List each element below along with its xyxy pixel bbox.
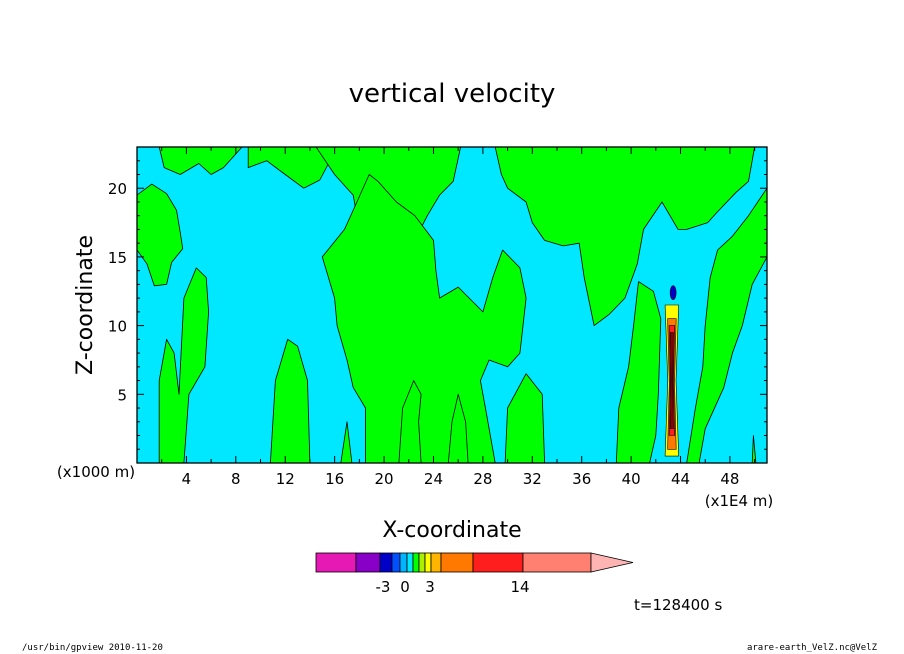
contour-region-13 <box>615 281 662 463</box>
contour-region-8 <box>321 174 527 463</box>
y-tick-label: 10 <box>108 318 127 336</box>
x-tick-label: 20 <box>375 470 394 488</box>
contour-region-10 <box>447 393 469 463</box>
x-tick-label: 36 <box>572 470 591 488</box>
contour-region-6 <box>340 421 353 463</box>
y-axis-label: Z-coordinate <box>73 235 98 375</box>
contour-region-2 <box>137 183 184 287</box>
colorbar-segment <box>440 552 474 573</box>
x-tick-label: 40 <box>622 470 641 488</box>
y-axis-ticks: 5 10 15 20 <box>108 160 767 450</box>
colorbar-segment <box>472 552 524 573</box>
contour-regions <box>137 147 767 463</box>
y-tick-label: 5 <box>117 386 127 404</box>
colorbar-extend-arrow <box>590 552 634 573</box>
contour-region-4 <box>158 267 210 463</box>
updraft-band-4 <box>669 332 674 430</box>
x-tick-label: 24 <box>424 470 443 488</box>
x-tick-label: 48 <box>720 470 739 488</box>
colorbar-segment <box>430 552 442 573</box>
colorbar-segment <box>412 552 420 573</box>
colorbar-tick-label: 14 <box>510 578 529 596</box>
x-tick-label: 8 <box>231 470 241 488</box>
updraft-core <box>664 285 680 457</box>
footer-left: /usr/bin/gpview 2010-11-20 <box>22 643 163 653</box>
colorbar-tick-label: -3 <box>376 578 391 596</box>
colorbar-segment <box>522 552 592 573</box>
downdraft-blob <box>669 285 677 300</box>
colorbar-segment <box>315 552 357 573</box>
time-label: t=128400 s <box>634 596 722 614</box>
x-axis-label: X-coordinate <box>382 518 521 543</box>
contour-region-3 <box>247 147 329 189</box>
y-tick-label: 20 <box>108 180 127 198</box>
colorbar-segment <box>391 552 401 573</box>
colorbar-segment <box>418 552 426 573</box>
colorbar-tick-label: 0 <box>400 578 410 596</box>
colorbar-segment <box>424 552 432 573</box>
colorbar-tick-labels: -3 0 3 14 <box>376 578 530 596</box>
contour-region-15 <box>751 435 757 463</box>
x-tick-label: 12 <box>276 470 295 488</box>
colorbar-tick-label: 3 <box>425 578 435 596</box>
contour-region-14 <box>686 187 767 463</box>
x-tick-label: 28 <box>473 470 492 488</box>
colorbar-segment <box>379 552 393 573</box>
x-axis-unit-left: (x1000 m) <box>57 463 135 481</box>
contour-region-9 <box>398 380 422 463</box>
colorbar <box>315 552 634 573</box>
x-tick-label: 44 <box>671 470 690 488</box>
contour-region-11 <box>504 373 545 463</box>
x-tick-label: 4 <box>182 470 192 488</box>
x-axis-unit-right: (x1E4 m) <box>705 492 774 510</box>
plot-frame <box>136 146 768 464</box>
chart-title: vertical velocity <box>349 79 556 109</box>
y-tick-label: 15 <box>108 249 127 267</box>
colorbar-segment <box>406 552 414 573</box>
colorbar-segment <box>355 552 381 573</box>
x-axis-ticks: 4 8 12 16 20 24 28 32 36 40 44 48 <box>161 147 756 488</box>
footer-right: arare-earth_VelZ.nc@VelZ <box>747 643 878 653</box>
contour-region-12 <box>494 147 755 327</box>
contour-region-5 <box>269 338 311 463</box>
colorbar-segment <box>399 552 408 573</box>
x-tick-label: 32 <box>523 470 542 488</box>
x-tick-label: 16 <box>325 470 344 488</box>
